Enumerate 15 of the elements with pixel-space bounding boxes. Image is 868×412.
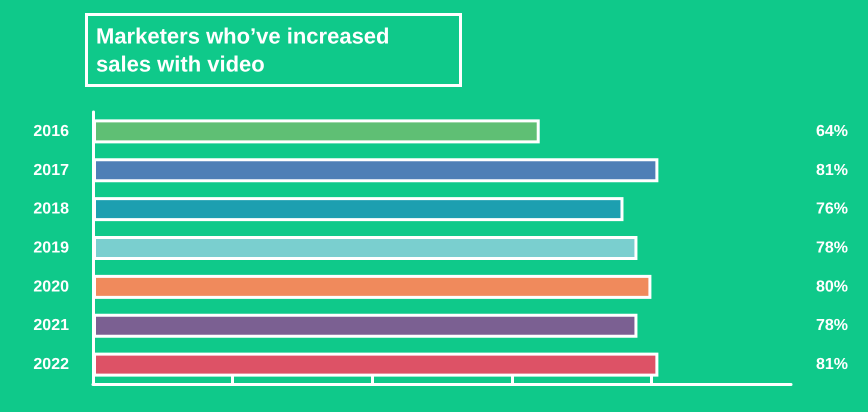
data-label: 81% bbox=[816, 356, 848, 374]
y-tick-label: 2021 bbox=[33, 317, 70, 334]
y-tick-label: 2020 bbox=[33, 278, 70, 296]
data-label: 81% bbox=[816, 162, 848, 179]
y-tick-label: 2017 bbox=[33, 162, 70, 179]
data-label: 78% bbox=[816, 317, 848, 334]
y-tick-label: 2016 bbox=[33, 122, 70, 140]
data-label: 80% bbox=[816, 278, 848, 296]
y-tick-label: 2019 bbox=[33, 240, 70, 256]
data-label: 64% bbox=[816, 122, 848, 140]
data-label: 76% bbox=[816, 200, 848, 218]
y-tick-label: 2022 bbox=[33, 356, 70, 374]
y-tick-label: 2018 bbox=[33, 200, 70, 218]
chart-title: Marketers who’ve increased sales with video bbox=[96, 24, 396, 76]
data-label: 78% bbox=[816, 240, 848, 256]
